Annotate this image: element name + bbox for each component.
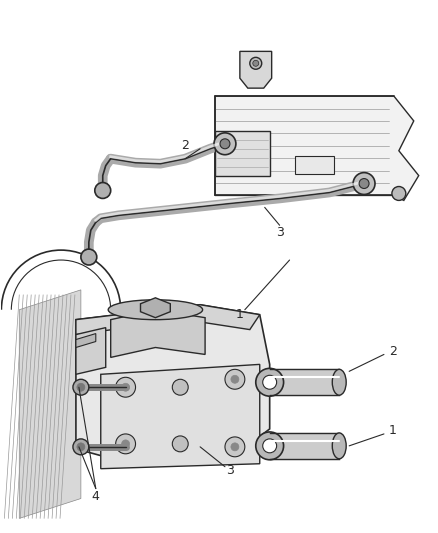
Polygon shape (101, 365, 260, 469)
Circle shape (392, 187, 406, 200)
Circle shape (214, 133, 236, 155)
Circle shape (225, 369, 245, 389)
Polygon shape (76, 305, 270, 464)
Circle shape (263, 439, 277, 453)
Polygon shape (76, 328, 106, 374)
Circle shape (116, 434, 135, 454)
Circle shape (250, 58, 262, 69)
Circle shape (73, 379, 89, 395)
Circle shape (353, 173, 375, 195)
Polygon shape (111, 310, 205, 358)
Bar (294, 156, 334, 174)
Ellipse shape (332, 369, 346, 395)
Circle shape (116, 377, 135, 397)
Circle shape (172, 379, 188, 395)
Circle shape (253, 60, 259, 66)
Text: 4: 4 (92, 490, 100, 503)
Polygon shape (240, 51, 272, 88)
Polygon shape (19, 290, 81, 519)
Ellipse shape (108, 300, 203, 320)
Circle shape (256, 368, 283, 396)
Circle shape (256, 432, 283, 460)
Circle shape (220, 139, 230, 149)
Text: 1: 1 (389, 424, 397, 438)
Circle shape (73, 439, 89, 455)
Polygon shape (76, 334, 96, 348)
Text: 2: 2 (389, 345, 397, 358)
Circle shape (77, 443, 85, 451)
Text: 3: 3 (226, 464, 234, 477)
Circle shape (95, 182, 111, 198)
Text: 2: 2 (181, 139, 189, 152)
Ellipse shape (332, 433, 346, 459)
Text: 3: 3 (276, 225, 283, 239)
Polygon shape (76, 305, 260, 335)
Circle shape (231, 443, 239, 451)
Circle shape (225, 437, 245, 457)
Circle shape (122, 440, 130, 448)
Circle shape (263, 375, 277, 389)
Circle shape (231, 375, 239, 383)
Circle shape (359, 179, 369, 189)
Polygon shape (215, 96, 419, 200)
Polygon shape (141, 298, 170, 318)
Circle shape (81, 249, 97, 265)
Text: 1: 1 (236, 308, 244, 321)
Circle shape (122, 383, 130, 391)
Circle shape (77, 383, 85, 391)
Bar (215, 131, 270, 175)
Circle shape (172, 436, 188, 452)
